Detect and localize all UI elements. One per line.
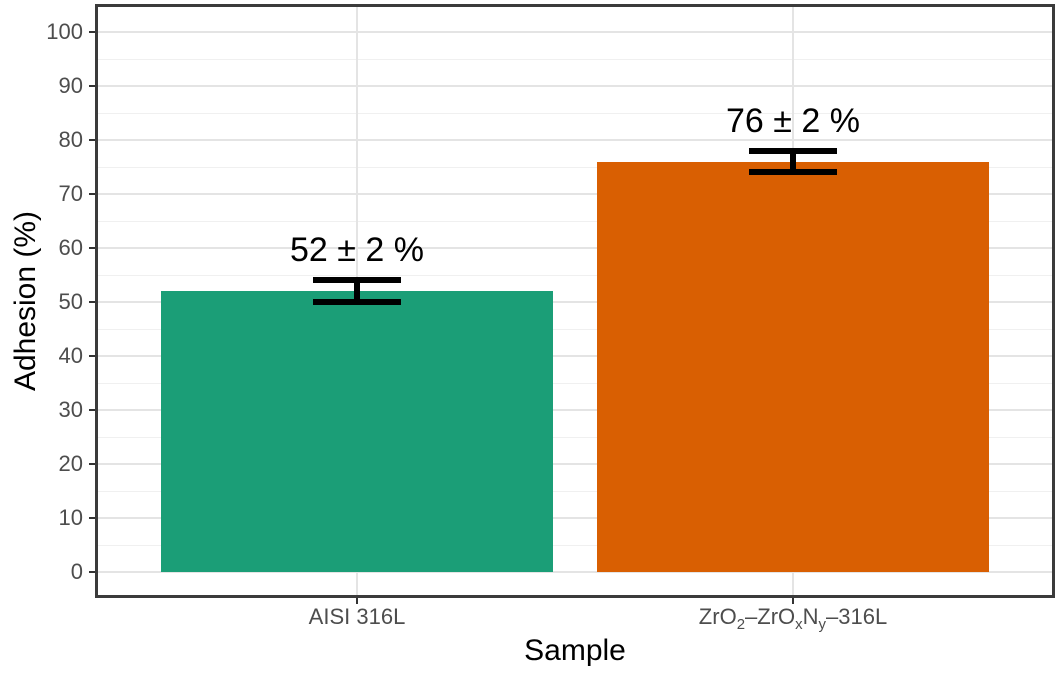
label-text: –316L <box>826 604 888 629</box>
gridline-minor <box>95 274 1055 276</box>
label-text: AISI 316L <box>308 604 406 629</box>
gridline-minor <box>95 436 1055 438</box>
x-axis-title: Sample <box>524 634 626 667</box>
gridline-minor <box>95 58 1055 60</box>
gridline-minor <box>95 220 1055 222</box>
y-tick-mark <box>89 517 95 519</box>
bar-value-label: 76 ± 2 % <box>726 101 860 140</box>
bar-zro2-zroxny-316l <box>597 161 989 572</box>
y-tick-label: 50 <box>58 289 83 314</box>
y-tick-mark <box>89 85 95 87</box>
x-tick-mark <box>356 598 358 604</box>
y-tick-label: 0 <box>70 559 83 584</box>
gridline-major <box>95 463 1055 465</box>
error-bar-vline <box>354 280 360 302</box>
error-bar-cap-top <box>749 147 837 154</box>
gridline-minor <box>95 4 1055 6</box>
gridline-major <box>95 409 1055 411</box>
gridline-minor <box>95 112 1055 114</box>
y-tick-mark <box>89 139 95 141</box>
gridline-major <box>95 139 1055 141</box>
gridline-major <box>95 247 1055 249</box>
y-tick-label: 30 <box>58 397 83 422</box>
gridline-major <box>95 193 1055 195</box>
y-tick-label: 60 <box>58 235 83 260</box>
plot-panel: 52 ± 2 % 76 ± 2 % <box>95 4 1055 598</box>
y-tick-label: 40 <box>58 343 83 368</box>
gridline-major <box>95 85 1055 87</box>
x-tick-mark <box>792 598 794 604</box>
label-text: ZrO <box>698 604 737 629</box>
bar-value-label: 52 ± 2 % <box>290 231 424 270</box>
y-tick-label: 20 <box>58 451 83 476</box>
gridline-major <box>95 31 1055 33</box>
gridline-minor <box>95 490 1055 492</box>
label-subscript: y <box>818 615 827 633</box>
y-tick-label: 70 <box>58 181 83 206</box>
gridline-major <box>95 517 1055 519</box>
y-tick-label: 10 <box>58 505 83 530</box>
y-tick-mark <box>89 571 95 573</box>
gridline-minor <box>95 166 1055 168</box>
y-tick-mark <box>89 193 95 195</box>
error-bar-cap-bottom <box>313 299 401 305</box>
x-tick-label-zro2-zroxny-316l: ZrO2–ZrOxNy–316L <box>699 605 887 637</box>
gridline-minor <box>95 382 1055 384</box>
label-subscript: 2 <box>736 615 746 633</box>
x-tick-label-aisi-316l: AISI 316L <box>309 605 406 629</box>
gridline-minor <box>95 544 1055 546</box>
y-tick-mark <box>89 31 95 33</box>
y-tick-mark <box>89 301 95 303</box>
y-tick-mark <box>89 409 95 411</box>
label-text: –ZrO <box>745 604 796 629</box>
y-tick-mark <box>89 247 95 249</box>
error-bar-cap-bottom <box>749 169 837 176</box>
y-tick-mark <box>89 463 95 465</box>
gridline-major <box>95 301 1055 303</box>
label-text: N <box>802 604 819 629</box>
gridline-major <box>95 571 1055 573</box>
y-tick-label: 80 <box>58 127 83 152</box>
error-bar-vline <box>790 150 796 173</box>
gridline-major <box>95 355 1055 357</box>
gridline-minor <box>95 328 1055 330</box>
y-tick-mark <box>89 355 95 357</box>
y-tick-label: 100 <box>46 19 83 44</box>
bar-aisi-316l <box>161 291 553 572</box>
error-bar-cap-top <box>313 277 401 284</box>
y-axis-title: Adhesion (%) <box>9 210 42 392</box>
y-tick-label: 90 <box>58 73 83 98</box>
label-subscript: x <box>795 615 803 633</box>
